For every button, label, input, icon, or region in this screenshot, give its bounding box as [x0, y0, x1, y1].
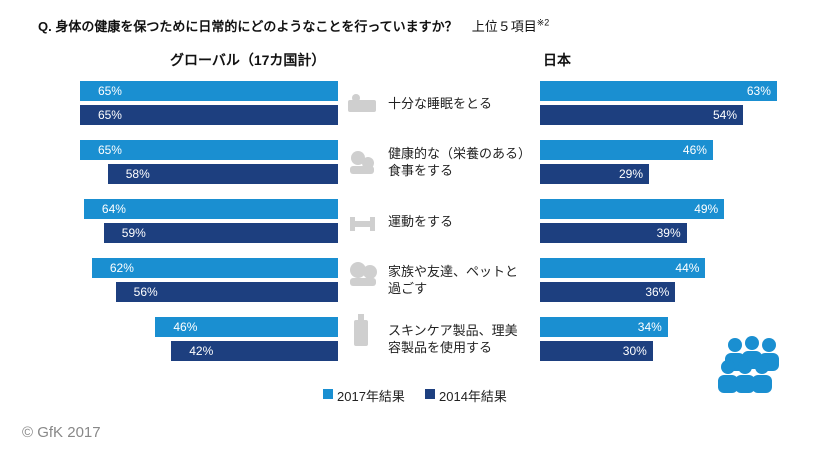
category-icons [348, 94, 377, 346]
legend-label: 2014年結果 [439, 389, 507, 404]
bar [171, 341, 338, 361]
subtitle: 上位５項目 [471, 19, 537, 34]
people-icon [718, 336, 779, 393]
value-label: 64% [101, 202, 126, 216]
bar [540, 317, 668, 337]
value-label: 63% [746, 84, 771, 98]
legend-swatch [425, 389, 435, 399]
value-label: 42% [189, 344, 214, 358]
category-label: 運動をする [388, 213, 454, 229]
bar [79, 105, 338, 125]
bar [540, 164, 650, 184]
bar [540, 140, 713, 160]
note: ※2 [536, 17, 550, 28]
bar [155, 317, 338, 337]
global-header: グローバル（17カ国計） [170, 52, 326, 68]
category-label: 十分な睡眠をとる [388, 95, 493, 111]
value-label: 65% [97, 143, 122, 157]
category-label: 健康的な（栄養のある）食事をする [388, 146, 525, 178]
value-label: 65% [97, 108, 122, 122]
value-label: 44% [675, 261, 700, 275]
bar [540, 199, 725, 219]
value-label: 54% [713, 108, 738, 122]
value-label: 62% [109, 261, 134, 275]
legend-swatch [323, 389, 333, 399]
bar [103, 223, 338, 243]
value-label: 36% [645, 285, 670, 299]
japan-header: 日本 [543, 52, 571, 68]
value-label: 29% [619, 167, 644, 181]
value-label: 65% [97, 84, 122, 98]
value-label: 34% [637, 320, 662, 334]
bar [91, 258, 338, 278]
bar [83, 199, 338, 219]
bar [79, 140, 338, 160]
category-label: 家族や友達、ペットと過ごす [388, 264, 519, 296]
bar [79, 81, 338, 101]
bar [540, 105, 744, 125]
value-label: 39% [656, 226, 681, 240]
title-row: Q. 身体の健康を保つために日常的にどのようなことを行っていますか？ 上位５項目※… [38, 16, 549, 35]
legend-label: 2017年結果 [337, 389, 405, 404]
value-label: 56% [133, 285, 158, 299]
bar [540, 282, 676, 302]
bar [115, 282, 338, 302]
bar [540, 223, 687, 243]
bar [107, 164, 338, 184]
title: Q. 身体の健康を保つために日常的にどのようなことを行っていますか？ [38, 19, 458, 34]
value-label: 59% [121, 226, 146, 240]
value-label: 46% [173, 320, 198, 334]
value-label: 30% [622, 344, 647, 358]
value-label: 49% [694, 202, 719, 216]
footer: © GfK 2017 [22, 424, 101, 441]
value-label: 58% [125, 167, 150, 181]
bar [540, 81, 777, 101]
bar [540, 258, 706, 278]
bar [540, 341, 653, 361]
value-label: 46% [682, 143, 707, 157]
category-label: スキンケア製品、理美容製品を使用する [388, 323, 518, 355]
